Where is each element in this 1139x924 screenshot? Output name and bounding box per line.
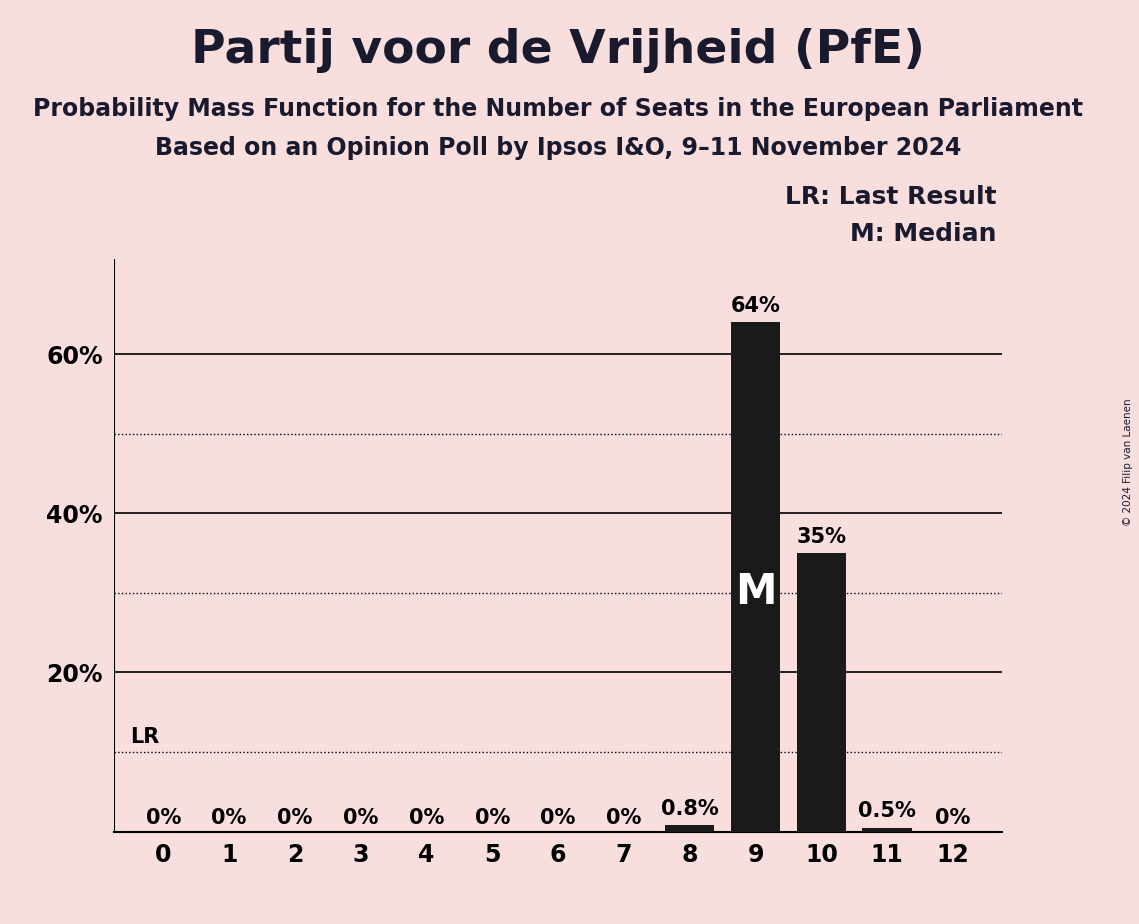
Text: 0%: 0% (935, 808, 970, 828)
Text: 0.5%: 0.5% (858, 801, 916, 821)
Bar (796, 553, 846, 832)
Text: 0%: 0% (146, 808, 181, 828)
Text: LR: Last Result: LR: Last Result (785, 185, 997, 209)
Text: M: Median: M: Median (850, 222, 997, 246)
Text: Probability Mass Function for the Number of Seats in the European Parliament: Probability Mass Function for the Number… (33, 97, 1083, 121)
Text: © 2024 Filip van Laenen: © 2024 Filip van Laenen (1123, 398, 1133, 526)
Text: 35%: 35% (796, 527, 846, 547)
Text: 64%: 64% (730, 296, 780, 316)
Text: 0%: 0% (277, 808, 312, 828)
Text: 0%: 0% (606, 808, 641, 828)
Text: Partij voor de Vrijheid (PfE): Partij voor de Vrijheid (PfE) (191, 28, 925, 73)
Text: 0%: 0% (540, 808, 576, 828)
Text: 0%: 0% (475, 808, 510, 828)
Text: Based on an Opinion Poll by Ipsos I&O, 9–11 November 2024: Based on an Opinion Poll by Ipsos I&O, 9… (155, 136, 961, 160)
Text: LR: LR (130, 727, 159, 748)
Text: 0%: 0% (212, 808, 247, 828)
Bar (862, 828, 912, 832)
Bar (665, 825, 714, 832)
Text: 0%: 0% (409, 808, 444, 828)
Text: 0%: 0% (343, 808, 378, 828)
Bar (731, 322, 780, 832)
Text: M: M (735, 571, 777, 614)
Text: 0.8%: 0.8% (661, 799, 719, 819)
